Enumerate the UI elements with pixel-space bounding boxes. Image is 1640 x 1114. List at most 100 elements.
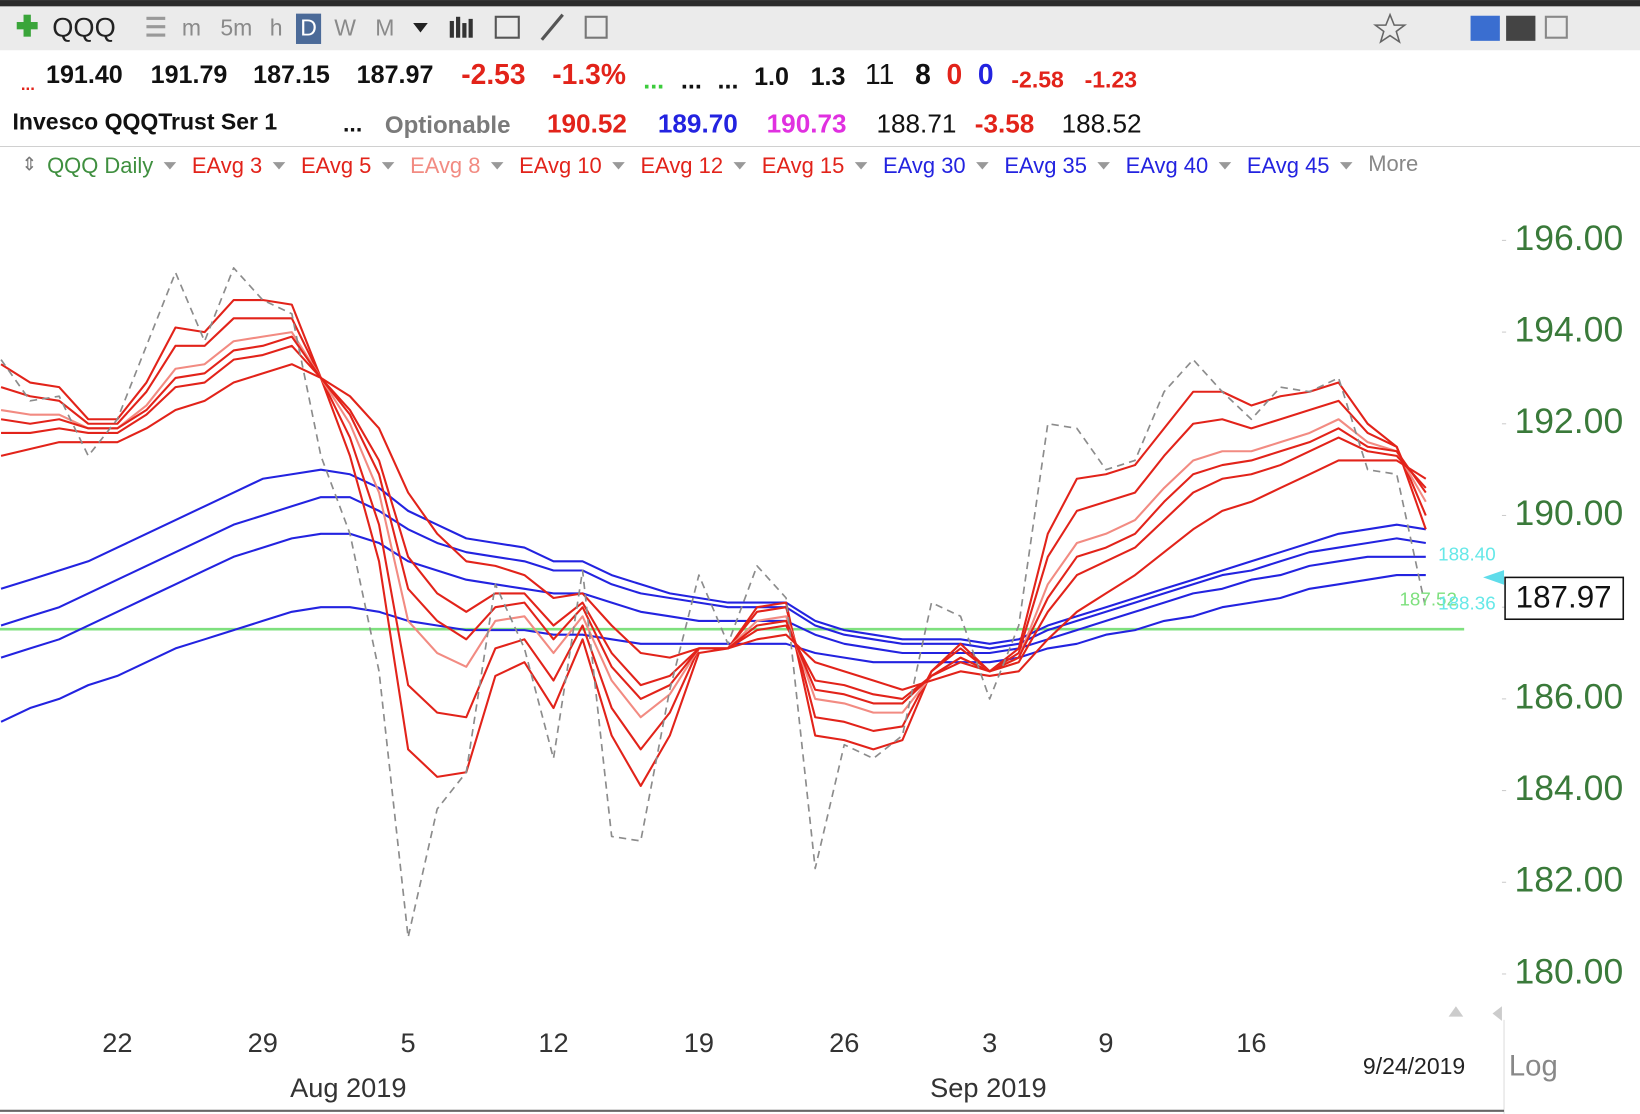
legend-entry[interactable]: EAvg 30 — [883, 153, 966, 178]
x-tick-label: 16 — [1236, 1027, 1266, 1058]
last-price: 187.97 — [1516, 580, 1612, 615]
company-name: Invesco QQQTrust Ser 1 — [13, 109, 278, 135]
quote-high: 191.79 — [151, 61, 228, 89]
series-line — [0, 267, 1427, 939]
legend-dropdown — [733, 162, 747, 170]
x-tick-label: 9 — [1098, 1027, 1113, 1058]
series-line — [0, 298, 1427, 787]
price-marker — [1483, 570, 1505, 585]
x-tick-label: 12 — [538, 1027, 568, 1058]
quote-dots: ... — [343, 111, 362, 137]
legend-dropdown — [1339, 162, 1353, 170]
legend-entry[interactable]: EAvg 40 — [1126, 153, 1209, 178]
quote-value: 1.3 — [811, 63, 846, 91]
y-tick-label: 190.00 — [1515, 493, 1624, 533]
interval[interactable]: 5m — [220, 14, 252, 40]
quote-value: 0 — [947, 58, 963, 90]
legend-entry[interactable]: EAvg 3 — [192, 153, 262, 178]
quote-dots: ... — [718, 66, 739, 94]
pen-icon[interactable] — [540, 13, 564, 41]
series-line — [1, 344, 1427, 700]
legend-dropdown — [381, 162, 395, 170]
add-symbol-icon[interactable] — [16, 14, 38, 37]
quote-value: 0 — [978, 58, 994, 90]
star-icon[interactable] — [1373, 12, 1408, 44]
s-icon[interactable] — [1470, 15, 1500, 41]
plot-area — [0, 267, 1465, 939]
quote-value: 189.70 — [658, 108, 738, 138]
y-tick-label: 196.00 — [1515, 218, 1624, 258]
grid-icon[interactable] — [494, 15, 520, 39]
y-tick-label: 184.00 — [1515, 768, 1624, 808]
legend-entry[interactable]: EAvg 10 — [519, 153, 602, 178]
copy-icon[interactable] — [584, 15, 608, 39]
interval[interactable]: h — [270, 14, 283, 40]
x-tick-label: 19 — [684, 1027, 714, 1058]
interval[interactable]: M — [375, 14, 394, 40]
price-label: 188.40 — [1438, 543, 1496, 564]
legend-entry[interactable]: EAvg 15 — [762, 153, 845, 178]
interval[interactable]: W — [334, 14, 356, 40]
t-icon[interactable] — [1506, 15, 1536, 41]
legend-entry[interactable]: EAvg 5 — [301, 153, 371, 178]
legend-entry[interactable]: EAvg 45 — [1247, 153, 1330, 178]
quote-value: 8 — [915, 58, 931, 90]
quote-dots: ... — [681, 66, 702, 94]
reorder-icon[interactable]: ⇕ — [21, 153, 37, 174]
series-line — [0, 574, 1426, 723]
bar-icon[interactable] — [449, 16, 473, 38]
last-price-box — [1504, 576, 1625, 621]
legend-entry[interactable]: QQQ Daily — [47, 153, 153, 178]
scroll-arrow[interactable] — [1492, 1006, 1502, 1021]
symbol[interactable]: QQQ — [52, 12, 115, 43]
quote-value: -2.58 — [1011, 67, 1064, 93]
log-toggle[interactable]: Log — [1509, 1050, 1558, 1083]
quote-change: -2.53 — [461, 58, 525, 90]
interval-selected — [295, 13, 322, 44]
series-line — [0, 363, 1427, 691]
series-line — [0, 331, 1427, 719]
menu-icon[interactable] — [146, 16, 166, 20]
y-tick-label: 182.00 — [1515, 860, 1624, 900]
quote-value: 190.52 — [547, 108, 627, 138]
legend-dropdown — [854, 162, 868, 170]
dropdown[interactable] — [413, 23, 428, 33]
legend-entry[interactable]: EAvg 35 — [1004, 153, 1087, 178]
legend-dropdown — [490, 162, 504, 170]
price-label: 187.52 — [1399, 588, 1457, 609]
quote-value: 1.0 — [754, 63, 789, 91]
scroll-arrow[interactable] — [1448, 1006, 1464, 1017]
quote-value: -1.23 — [1085, 67, 1137, 93]
quote-dots: ... — [21, 75, 35, 94]
menu-icon — [146, 33, 166, 37]
month-label: Sep 2019 — [930, 1072, 1046, 1103]
interval[interactable]: D — [300, 14, 317, 40]
menu-icon — [146, 25, 166, 29]
legend-entry[interactable]: EAvg 8 — [410, 153, 480, 178]
quote-value: 190.73 — [767, 108, 847, 138]
legend-dropdown — [612, 162, 625, 170]
quote-dots: ... — [643, 66, 664, 94]
window-icon[interactable] — [1544, 15, 1568, 39]
window-edge — [0, 0, 1640, 7]
x-tick-label: 29 — [248, 1027, 278, 1058]
month-label: Aug 2019 — [290, 1072, 406, 1103]
legend-entry[interactable]: EAvg 12 — [640, 153, 723, 178]
legend-more: More — [1368, 151, 1418, 176]
quote-value: 188.52 — [1062, 108, 1142, 138]
quote-low: 187.15 — [253, 61, 330, 89]
optionable: Optionable — [385, 112, 511, 139]
date-label: 9/24/2019 — [1363, 1053, 1465, 1079]
quote-value: 11 — [865, 58, 894, 90]
x-tick-label: 26 — [829, 1027, 859, 1058]
series-line — [0, 532, 1426, 659]
y-tick-label: 186.00 — [1515, 676, 1624, 716]
price-label: 188.36 — [1438, 593, 1496, 614]
legend: QQQ Daily EAvg 3 EAvg 5 EAvg 8 EAvg 10 EAvg 1… — [47, 151, 1418, 178]
series-line — [0, 468, 1426, 645]
toolbar — [0, 0, 1640, 51]
y-tick-label: 194.00 — [1515, 309, 1624, 349]
interval[interactable]: m — [182, 14, 201, 40]
